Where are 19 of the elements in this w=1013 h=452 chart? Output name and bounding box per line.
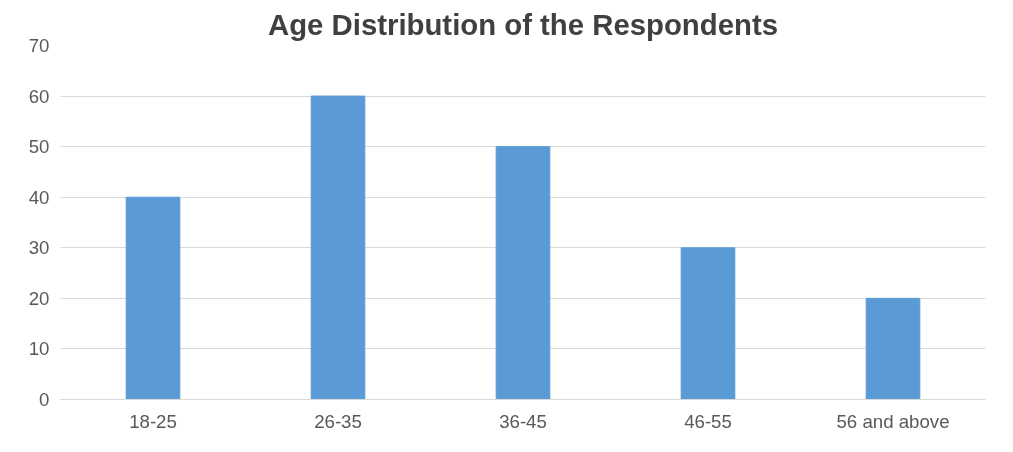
x-tick-label: 36-45 [499,410,547,432]
x-tick-label: 18-25 [129,410,177,432]
bar [495,146,551,400]
bar [680,247,736,400]
bar [125,196,181,400]
y-tick-label: 70 [28,35,50,56]
x-tick-label: 46-55 [684,410,732,432]
y-tick-label: 50 [28,136,50,158]
y-tick-label: 40 [28,186,50,208]
y-tick-label: 60 [28,85,50,107]
bar [865,297,921,400]
x-tick-label: 56 and above [836,410,950,432]
bar [310,95,366,400]
y-tick-label: 20 [28,287,50,309]
y-tick-label: 10 [28,338,50,360]
chart-title: Age Distribution of the Respondents [268,7,778,41]
y-tick-label: 0 [39,389,50,410]
x-tick-label: 26-35 [314,410,362,432]
y-tick-label: 30 [28,237,50,259]
